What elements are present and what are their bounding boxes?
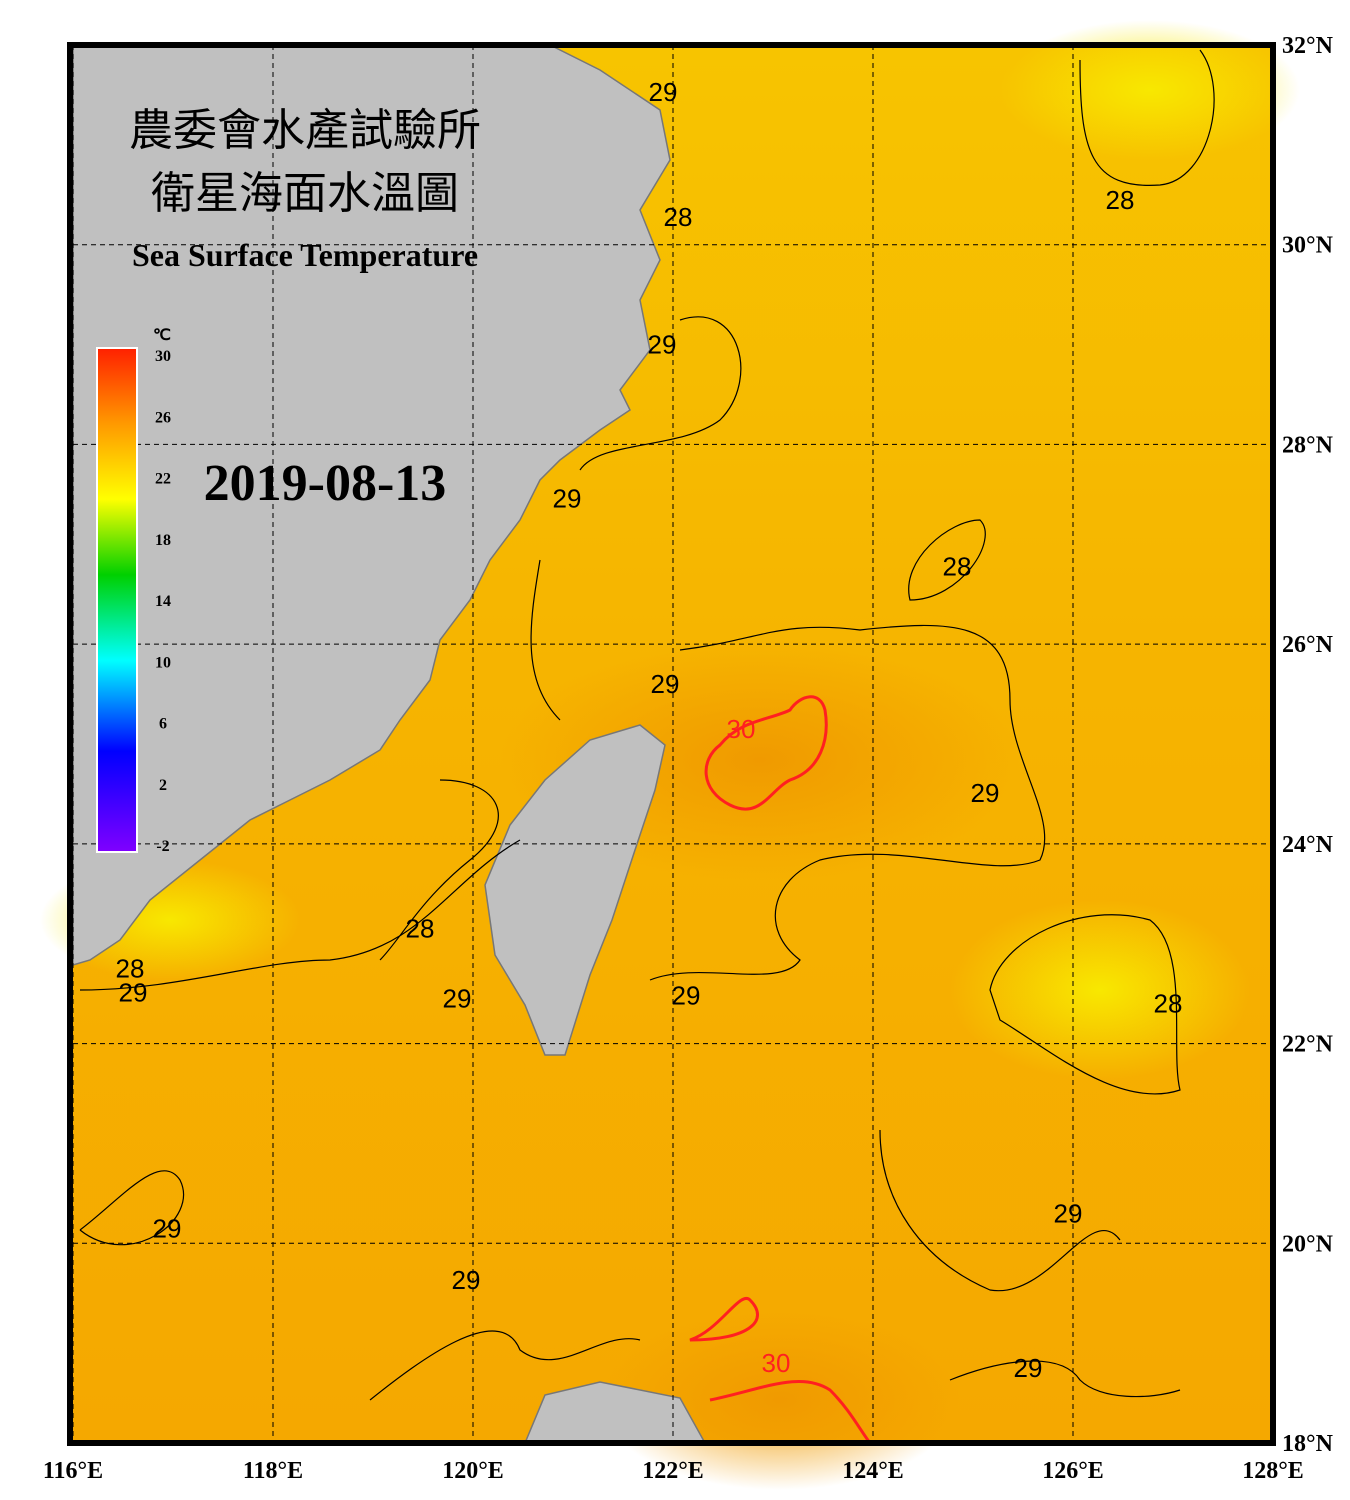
taiwan (484, 724, 666, 1056)
colorbar-tick-label: 2 (159, 777, 167, 794)
contour-line (79, 1170, 184, 1246)
contour-label: 29 (553, 483, 582, 513)
colorbar-tick-label: -2 (156, 838, 169, 855)
colorbar-tick-label: 10 (155, 654, 171, 671)
colorbar-unit: ℃ (153, 327, 171, 344)
y-tick-label: 22°N (1282, 1032, 1334, 1058)
colorbar-tick-label: 30 (155, 348, 171, 365)
contour-line (79, 839, 521, 991)
x-tick-label: 120°E (442, 1458, 504, 1484)
contour-label: 30 (762, 1348, 791, 1378)
y-tick-label: 30°N (1282, 233, 1334, 259)
contour-line (649, 624, 1046, 981)
contour-label: 28 (406, 914, 435, 944)
y-tick-label: 24°N (1282, 832, 1334, 858)
contour-label: 29 (651, 669, 680, 699)
colorbar-ticks: 30 26 22 18 14 10 6 2 -2 (155, 348, 171, 855)
colorbar-tick-label: 14 (155, 593, 171, 610)
contour-label: 29 (971, 778, 1000, 808)
contour-line (689, 1296, 759, 1342)
cool-area (950, 900, 1250, 1080)
x-tick-label: 128°E (1242, 1458, 1304, 1484)
axes: 116°E 118°E 120°E 122°E 124°E 126°E 128°E18°N 2… (43, 33, 1334, 1484)
contour-line (879, 1129, 1121, 1292)
y-tick-label: 32°N (1282, 33, 1334, 59)
contour-label: 28 (116, 954, 145, 984)
x-tick-label: 118°E (243, 1458, 303, 1484)
contour-label: 29 (1014, 1353, 1043, 1383)
cool-area (1000, 20, 1300, 160)
colorbar (96, 347, 138, 853)
colorbar-tick-label: 22 (155, 471, 171, 488)
contour-line (989, 914, 1181, 1095)
y-tick-label: 26°N (1282, 632, 1334, 658)
contour-line (908, 519, 986, 601)
contour-line (704, 695, 828, 811)
contour-label: 29 (649, 77, 678, 107)
y-tick-label: 28°N (1282, 432, 1334, 458)
contour-line (369, 1330, 641, 1401)
x-tick-label: 122°E (642, 1458, 704, 1484)
contours-30 (689, 695, 872, 1444)
contour-label: 29 (452, 1265, 481, 1295)
contour-label: 29 (153, 1213, 182, 1243)
map-frame (67, 42, 1276, 1446)
contour-label: 29 (672, 981, 701, 1011)
contour-label: 28 (943, 551, 972, 581)
contour-label: 28 (1154, 989, 1183, 1019)
contour-line (579, 316, 742, 471)
title-zh: 農委會水產試驗所 (129, 105, 481, 156)
colorbar-tick-label: 18 (155, 532, 171, 549)
colorbar-tick-label: 26 (155, 409, 171, 426)
date: 2019-08-13 (204, 455, 447, 512)
contour-label: 28 (1106, 185, 1135, 215)
contour-label: 30 (727, 714, 756, 744)
x-tick-label: 124°E (842, 1458, 904, 1484)
title-zh: 衛星海面水溫圖 (151, 168, 459, 219)
contour-label: 29 (119, 978, 148, 1008)
mainland (72, 44, 671, 967)
colorbar-tick-label: 6 (159, 716, 167, 733)
contours (79, 49, 1215, 1401)
contour-line (1079, 49, 1215, 186)
contour-line (709, 1379, 872, 1444)
x-tick-label: 126°E (1042, 1458, 1104, 1484)
x-tick-label: 116°E (43, 1458, 103, 1484)
contour-label: 29 (1054, 1198, 1083, 1228)
title-en: Sea Surface Temperature (132, 237, 478, 273)
contour-line (379, 779, 499, 961)
y-tick-label: 18°N (1282, 1431, 1334, 1457)
contour-line (949, 1360, 1181, 1398)
contour-label: 29 (443, 984, 472, 1014)
contour-line (530, 559, 561, 721)
y-tick-label: 20°N (1282, 1231, 1334, 1257)
contour-label: 28 (664, 202, 693, 232)
contour-label: 29 (648, 330, 677, 360)
